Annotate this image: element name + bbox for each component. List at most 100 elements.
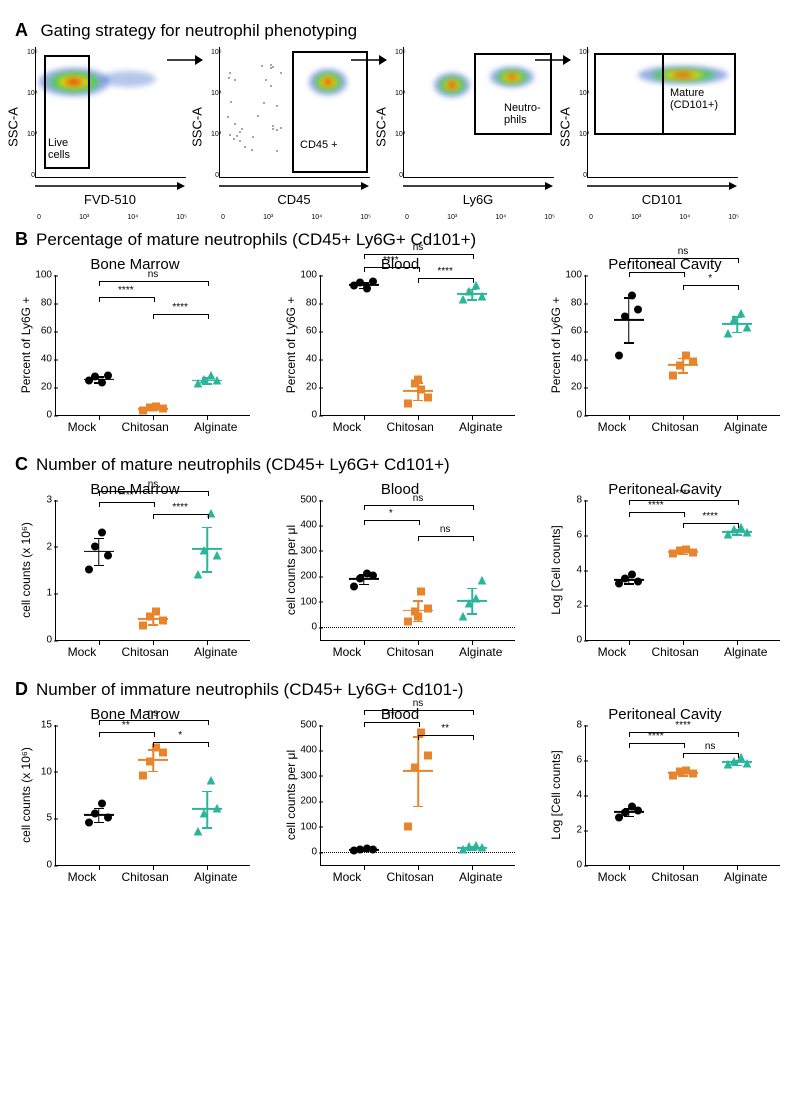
significance-label: **	[122, 720, 130, 731]
significance-label: ****	[648, 731, 664, 742]
significance-label: ns	[413, 698, 424, 709]
scatter-axes: cell counts (x 10⁶)0123ns********	[55, 500, 250, 641]
flow-plot-0: SSC-A10⁵10⁴10³0Livecells010³10⁴10⁵FVD-51…	[15, 47, 185, 207]
significance-bar	[629, 258, 740, 263]
scatter-panel: Bone Marrowcell counts (x 10⁶)051015ns**…	[15, 706, 255, 884]
significance-bar	[683, 523, 739, 528]
data-point	[84, 561, 93, 579]
significance-label: ****	[437, 266, 453, 277]
data-point	[193, 823, 202, 841]
gate-label: Livecells	[48, 137, 70, 161]
scatter-panel: Bone MarrowPercent of Ly6G +020406080100…	[15, 256, 255, 434]
significance-bar	[629, 743, 685, 748]
significance-label: ns	[678, 246, 689, 257]
panel-header: BPercentage of mature neutrophils (CD45+…	[15, 229, 785, 250]
significance-bar	[153, 742, 209, 747]
scatter-panel: Bloodcell counts per μl0100200300400500n…	[280, 481, 520, 659]
data-point	[478, 288, 487, 306]
triple-row: Bone Marrowcell counts (x 10⁶)051015ns**…	[15, 706, 785, 884]
significance-bar	[99, 732, 155, 737]
significance-label: ns	[148, 269, 159, 280]
significance-label: ****	[118, 285, 134, 296]
scatter-axes: cell counts per μl0100200300400500ns****	[320, 725, 515, 866]
panel-title: Number of mature neutrophils (CD45+ Ly6G…	[36, 455, 450, 474]
data-point	[614, 347, 623, 365]
x-categories: MockChitosanAlginate	[320, 645, 515, 659]
significance-label: ****	[675, 488, 691, 499]
significance-bar	[99, 297, 155, 302]
significance-bar	[629, 500, 740, 505]
scatter-axes: Percent of Ly6G +020406080100ns********	[320, 275, 515, 416]
significance-bar	[418, 278, 474, 283]
scatter-panel: Bloodcell counts per μl0100200300400500n…	[280, 706, 520, 884]
data-point	[206, 772, 215, 790]
significance-label: **	[652, 260, 660, 271]
panel-a-header: A Gating strategy for neutrophil phenoty…	[15, 20, 785, 41]
significance-bar	[629, 512, 685, 517]
scatter-axes: cell counts (x 10⁶)051015ns***	[55, 725, 250, 866]
flow-cytometry-row: SSC-A10⁵10⁴10³0Livecells010³10⁴10⁵FVD-51…	[15, 47, 785, 207]
flow-axes: Livecells	[35, 47, 186, 178]
flow-xlabel: CD101	[587, 192, 737, 207]
significance-label: ns	[705, 741, 716, 752]
significance-label: **	[387, 710, 395, 721]
gate-label: Mature(CD101+)	[670, 87, 718, 111]
significance-bar	[629, 272, 685, 277]
panel-label: D	[15, 679, 28, 699]
x-categories: MockChitosanAlginate	[55, 645, 250, 659]
significance-bar	[364, 505, 475, 510]
significance-label: ns	[148, 479, 159, 490]
flow-plot-3: SSC-A10⁵10⁴10³0Mature(CD101+)010³10⁴10⁵C…	[567, 47, 737, 207]
significance-label: ****	[675, 720, 691, 731]
scatter-axes: Percent of Ly6G +020406080100ns***	[585, 275, 780, 416]
flow-ylabel: SSC-A	[6, 107, 21, 147]
significance-label: ****	[383, 255, 399, 266]
data-point	[369, 273, 378, 291]
data-point	[404, 395, 413, 413]
panel-a-title: Gating strategy for neutrophil phenotypi…	[40, 21, 357, 40]
significance-label: *	[389, 508, 393, 519]
significance-label: ****	[172, 302, 188, 313]
flow-axes: CD45 +	[219, 47, 370, 178]
significance-label: ****	[172, 502, 188, 513]
significance-bar	[683, 753, 739, 758]
scatter-panel: Peritoneal CavityLog [Cell counts]02468*…	[545, 481, 785, 659]
scatter-axes: Percent of Ly6G +020406080100ns********	[55, 275, 250, 416]
data-point	[213, 372, 222, 390]
flow-ylabel: SSC-A	[374, 107, 389, 147]
panel-title: Number of immature neutrophils (CD45+ Ly…	[36, 680, 463, 699]
significance-bar	[364, 722, 420, 727]
scatter-panel: Peritoneal CavityLog [Cell counts]02468*…	[545, 706, 785, 884]
gate-label: Neutro-phils	[504, 102, 541, 126]
panel-header: D Number of immature neutrophils (CD45+ L…	[15, 679, 785, 700]
x-categories: MockChitosanAlginate	[585, 870, 780, 884]
significance-label: ****	[648, 500, 664, 511]
data-point	[158, 612, 167, 630]
significance-bar	[418, 735, 474, 740]
panel-label: B	[15, 229, 28, 249]
data-point	[743, 755, 752, 773]
x-categories: MockChitosanAlginate	[55, 420, 250, 434]
flow-xlabel: FVD-510	[35, 192, 185, 207]
x-categories: MockChitosanAlginate	[320, 870, 515, 884]
significance-bar	[364, 520, 420, 525]
significance-label: *	[178, 730, 182, 741]
flow-ylabel: SSC-A	[558, 107, 573, 147]
flow-plot-1: SSC-A10⁵10⁴10³0CD45 +010³10⁴10⁵CD45	[199, 47, 369, 207]
x-categories: MockChitosanAlginate	[55, 870, 250, 884]
data-point	[634, 573, 643, 591]
significance-label: ns	[413, 493, 424, 504]
significance-bar	[364, 710, 475, 715]
data-point	[404, 818, 413, 836]
gate-box	[594, 53, 664, 135]
significance-label: ****	[118, 490, 134, 501]
flow-ylabel: SSC-A	[190, 107, 205, 147]
panel-header: CNumber of mature neutrophils (CD45+ Ly6…	[15, 454, 785, 475]
scatter-panel: Bone Marrowcell counts (x 10⁶)0123ns****…	[15, 481, 255, 659]
triple-row: Bone MarrowPercent of Ly6G +020406080100…	[15, 256, 785, 434]
significance-bar	[683, 285, 739, 290]
significance-label: **	[441, 723, 449, 734]
significance-bar	[99, 281, 210, 286]
flow-axes: Mature(CD101+)	[587, 47, 738, 178]
flow-xlabel: CD45	[219, 192, 369, 207]
